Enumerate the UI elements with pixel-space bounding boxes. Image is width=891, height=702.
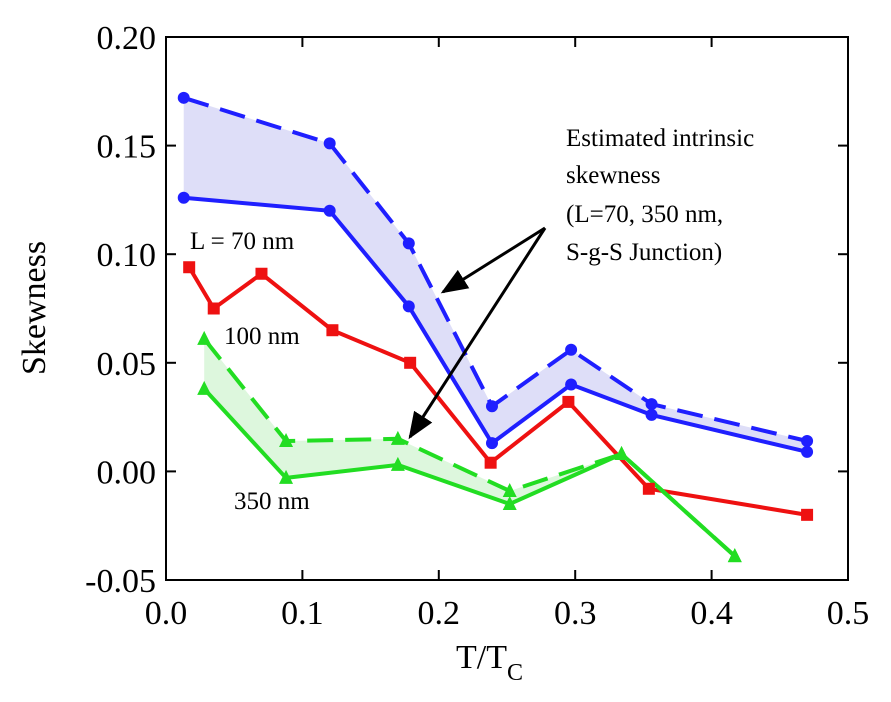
y-tick-label: 0.00 [97,454,157,491]
point [562,395,575,408]
x-tick-label: 0.1 [281,595,324,632]
arrow [440,226,546,294]
point [402,300,415,313]
point [565,378,578,391]
point [177,191,190,204]
point [197,380,212,395]
point [323,204,336,217]
point [484,456,497,469]
point [645,408,658,421]
y-tick-label: 0.20 [97,20,157,57]
series-line [202,387,737,558]
point [207,302,220,315]
shaded-band [183,97,808,452]
annotation: 100 nm [224,323,300,350]
point [502,495,517,510]
x-tick-label: 0.3 [554,595,597,632]
point [323,137,336,150]
x-tick-label: 0.2 [418,595,461,632]
x-axis-label: T/T [456,639,507,676]
shaded-band [204,338,735,557]
point [727,548,742,563]
point [177,91,190,104]
x-tick-label: 0.5 [827,595,870,632]
point [645,398,658,411]
point [565,343,578,356]
point [801,434,814,447]
point [279,432,294,447]
point [801,508,814,521]
series-line [187,266,808,517]
y-tick-label: 0.15 [97,129,157,166]
point [183,261,196,274]
point [404,356,417,369]
x-axis-label-subscript: C [507,660,523,686]
point [402,237,415,250]
annotation: S-g-S Junction) [566,239,722,266]
point [390,456,405,471]
point [502,482,517,497]
arrow [408,227,547,440]
annotation: L = 70 nm [190,228,295,255]
y-tick-label: 0.05 [97,346,157,383]
point [801,445,814,458]
plot-frame [165,36,849,581]
y-tick-label: -0.05 [85,563,156,600]
point [197,330,212,345]
point [279,469,294,484]
x-tick-label: 0.0 [145,595,188,632]
annotation: 350 nm [234,488,310,515]
point [326,324,339,337]
point [485,400,498,413]
annotation: (L=70, 350 nm, [566,201,723,228]
point [614,446,629,461]
point [390,430,405,445]
point [642,482,655,495]
y-tick-label: 0.10 [97,237,157,274]
point [255,267,268,280]
point [485,437,498,450]
annotation: skewness [566,162,660,189]
annotation: Estimated intrinsic [566,125,754,152]
y-axis-label: Skewness [16,241,53,375]
x-tick-label: 0.4 [690,595,733,632]
